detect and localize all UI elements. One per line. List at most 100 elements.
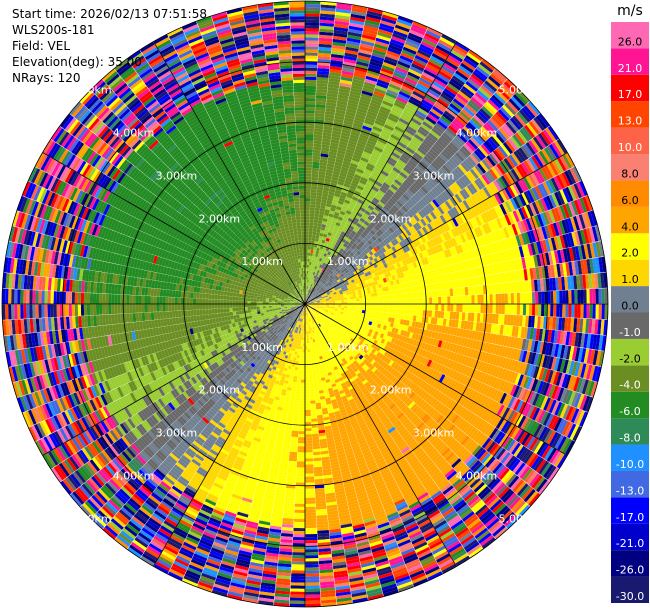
velocity-gate — [305, 55, 318, 59]
velocity-gate — [363, 122, 374, 129]
velocity-gate — [426, 166, 436, 176]
velocity-gate — [415, 131, 426, 140]
velocity-gate — [413, 298, 418, 304]
velocity-gate — [340, 76, 353, 82]
velocity-gate — [352, 242, 358, 248]
velocity-gate — [314, 256, 318, 261]
velocity-gate — [309, 271, 312, 275]
velocity-gate — [461, 312, 466, 321]
velocity-gate — [404, 40, 420, 50]
velocity-gate — [342, 126, 352, 132]
velocity-gate — [316, 77, 329, 81]
velocity-gate — [342, 250, 347, 255]
velocity-gate — [345, 108, 357, 114]
velocity-gate — [412, 60, 426, 69]
velocity-gate — [394, 190, 403, 199]
velocity-gate — [448, 52, 464, 63]
velocity-gate — [305, 1, 321, 5]
velocity-gate — [323, 259, 327, 264]
velocity-gate — [320, 261, 324, 266]
velocity-gate — [335, 186, 343, 192]
velocity-gate — [430, 146, 441, 156]
velocity-gate — [327, 251, 332, 256]
velocity-gate — [441, 296, 445, 304]
velocity-gate — [354, 204, 361, 210]
velocity-gate — [305, 82, 317, 87]
velocity-gate — [427, 88, 440, 98]
velocity-gate — [315, 104, 326, 109]
velocity-gate — [538, 304, 542, 316]
velocity-gate — [408, 122, 419, 132]
velocity-gate — [388, 186, 397, 194]
velocity-gate — [315, 204, 321, 209]
velocity-gate — [351, 220, 358, 226]
velocity-gate — [432, 80, 445, 91]
velocity-gate — [407, 143, 417, 152]
velocity-gate — [398, 308, 402, 314]
velocity-gate — [331, 50, 345, 56]
velocity-gate — [305, 164, 313, 168]
velocity-gate — [305, 19, 320, 23]
velocity-gate — [312, 256, 316, 260]
velocity-gate — [305, 152, 313, 156]
velocity-gate — [325, 169, 334, 174]
velocity-gate — [434, 310, 439, 318]
velocity-gate — [431, 290, 436, 298]
velocity-gate — [365, 196, 373, 203]
velocity-gate — [414, 112, 426, 121]
velocity-gate — [363, 148, 373, 155]
velocity-gate — [323, 281, 327, 285]
velocity-gate — [310, 252, 313, 257]
velocity-gate — [342, 160, 351, 166]
velocity-gate — [347, 99, 359, 105]
velocity-gate — [313, 222, 318, 227]
velocity-gate — [305, 204, 311, 208]
velocity-gate — [330, 179, 338, 184]
velocity-gate — [305, 131, 314, 135]
velocity-gate — [358, 136, 368, 143]
velocity-gate — [327, 197, 334, 202]
velocity-gate — [404, 293, 408, 299]
velocity-gate — [420, 123, 432, 133]
velocity-gate — [513, 292, 518, 304]
velocity-gate — [465, 123, 477, 135]
velocity-gate — [312, 278, 315, 282]
velocity-gate — [355, 309, 360, 313]
velocity-gate — [398, 298, 402, 304]
velocity-gate — [340, 220, 347, 226]
velocity-gate — [389, 308, 393, 314]
velocity-gate — [368, 191, 376, 198]
velocity-gate — [338, 143, 348, 149]
velocity-gate — [355, 292, 359, 296]
velocity-gate — [381, 64, 395, 72]
velocity-gate — [444, 296, 448, 304]
velocity-gate — [381, 129, 392, 137]
velocity-gate — [341, 129, 351, 135]
velocity-gate — [435, 297, 439, 304]
velocity-gate — [408, 32, 423, 41]
velocity-gate — [306, 295, 308, 299]
velocity-gate — [361, 215, 368, 221]
velocity-gate — [379, 311, 384, 317]
velocity-gate — [381, 207, 388, 214]
velocity-gate — [349, 90, 362, 97]
velocity-gate — [387, 139, 398, 147]
velocity-gate — [366, 72, 379, 80]
velocity-gate — [317, 71, 330, 75]
velocity-gate — [311, 234, 316, 239]
velocity-gate — [491, 70, 506, 84]
velocity-gate — [306, 288, 308, 293]
velocity-gate — [445, 57, 460, 68]
velocity-gate — [449, 311, 454, 320]
velocity-gate — [352, 295, 357, 299]
velocity-gate — [422, 38, 437, 48]
velocity-gate — [362, 300, 366, 304]
velocity-gate — [332, 130, 342, 136]
velocity-gate — [306, 298, 308, 302]
velocity-gate — [323, 212, 330, 217]
velocity-gate — [316, 195, 322, 200]
velocity-gate — [335, 155, 344, 161]
velocity-gate — [410, 292, 414, 299]
velocity-gate — [328, 74, 341, 80]
velocity-gate — [468, 295, 472, 304]
